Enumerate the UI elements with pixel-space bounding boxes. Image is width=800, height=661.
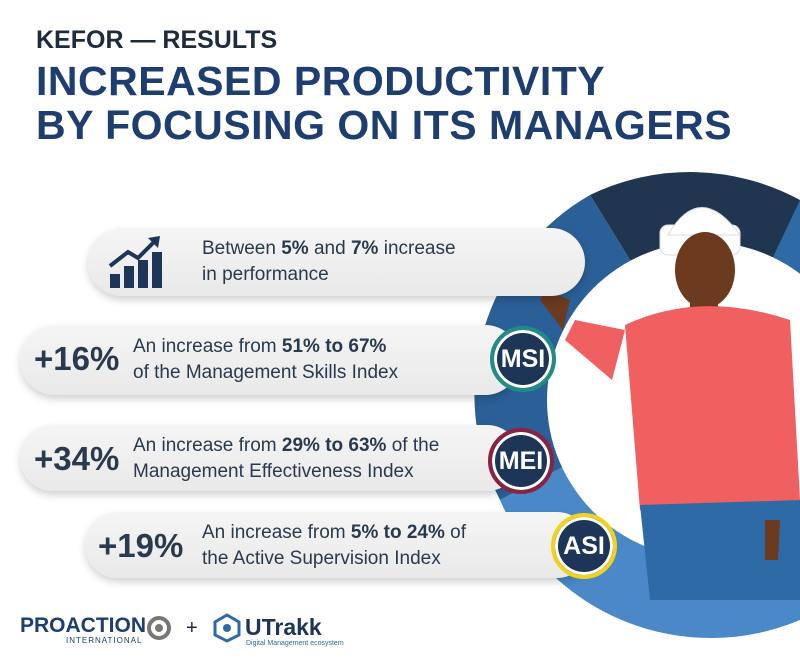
text-segment: and [308, 238, 351, 259]
kicker: KEFOR — RESULTS [36, 26, 278, 54]
text-line: Between 5% and 7% increase [202, 236, 456, 262]
text-segment: of [444, 522, 467, 543]
result-card [20, 425, 520, 491]
text-highlight: 29% to 63% [281, 435, 387, 456]
title-line: INCREASED PRODUCTIVITY [36, 58, 606, 104]
text-segment: An increase from [133, 336, 282, 357]
text-line: the Active Supervision Index [202, 546, 466, 572]
logo-proaction-sub: INTERNATIONAL [66, 636, 143, 645]
text-segment: An increase from [133, 435, 282, 456]
logo-utrakk-icon [213, 613, 241, 643]
result-text: An increase from 51% to 67% of the Manage… [133, 334, 398, 386]
text-segment: Between [202, 238, 282, 259]
text-segment: An increase from [202, 522, 351, 543]
badge: ASI [551, 513, 617, 579]
text-segment: of the Management Skills Index [133, 362, 399, 383]
result-text: Between 5% and 7% increase in performance [202, 236, 456, 288]
logo-proaction: PROACTION [20, 614, 146, 637]
result-card [20, 325, 520, 395]
text-line: Management Effectiveness Index [133, 459, 439, 485]
badge: MSI [490, 326, 556, 392]
text-segment: increase [378, 238, 456, 259]
result-text: An increase from 29% to 63% of the Manage… [133, 433, 439, 485]
result-card [85, 512, 590, 578]
result-text: An increase from 5% to 24% of the Active … [202, 520, 466, 572]
text-line: of the Management Skills Index [133, 360, 398, 386]
badge: MEI [488, 428, 554, 494]
growth-icon [108, 236, 162, 288]
title-line: BY FOCUSING ON ITS MANAGERS [36, 102, 733, 148]
stat: +34% [34, 440, 120, 477]
text-segment: of the [386, 435, 440, 456]
text-segment: Management Effectiveness Index [133, 461, 414, 482]
text-line: An increase from 51% to 67% [133, 334, 398, 360]
text-line: An increase from 29% to 63% of the [133, 433, 439, 459]
text-line: in performance [202, 262, 456, 288]
text-segment: the Active Supervision Index [202, 548, 441, 569]
text-highlight: 7% [350, 238, 379, 259]
logo-swirl [147, 616, 171, 640]
text-line: An increase from 5% to 24% of [202, 520, 466, 546]
text-highlight: 5% to 24% [350, 522, 445, 543]
logo-utrakk-sub: Digital Management ecosystem [246, 640, 344, 647]
text-highlight: 5% [281, 238, 309, 259]
logo-utrakk: UTrakk [245, 614, 322, 640]
stat: +16% [34, 340, 120, 377]
result-card [88, 228, 585, 296]
plus: + [186, 617, 198, 639]
stat: +19% [98, 527, 184, 564]
text-segment: in performance [202, 264, 329, 285]
text-highlight: 51% to 67% [281, 336, 387, 357]
